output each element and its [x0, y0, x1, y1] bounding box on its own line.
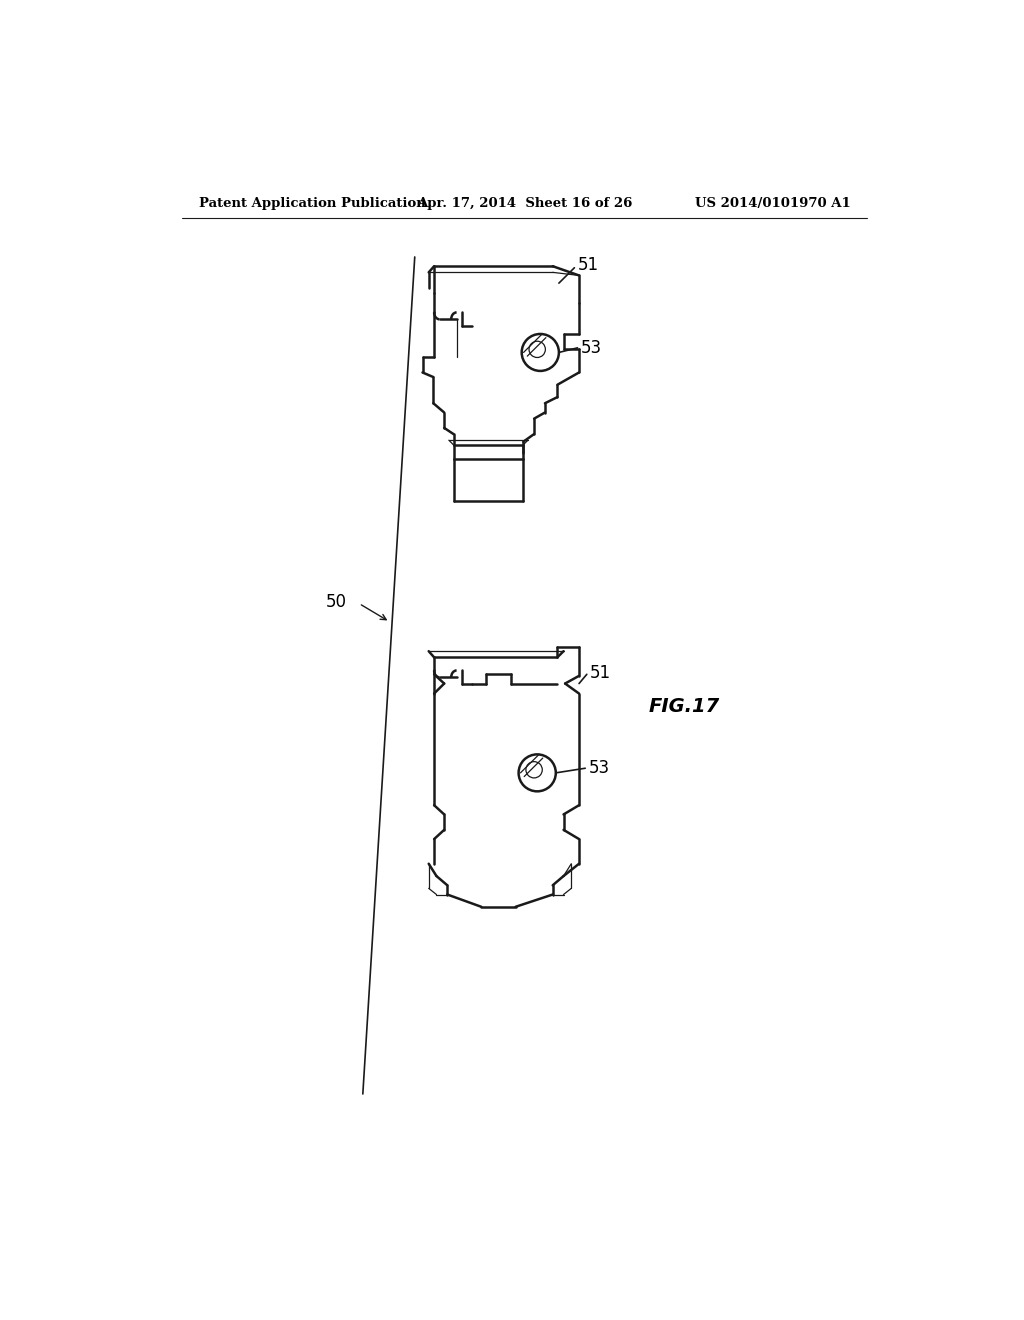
- Text: Patent Application Publication: Patent Application Publication: [200, 197, 426, 210]
- Text: 53: 53: [589, 759, 609, 777]
- Text: 51: 51: [578, 256, 599, 273]
- Text: US 2014/0101970 A1: US 2014/0101970 A1: [694, 197, 850, 210]
- Text: FIG.17: FIG.17: [649, 697, 720, 717]
- Text: Apr. 17, 2014  Sheet 16 of 26: Apr. 17, 2014 Sheet 16 of 26: [417, 197, 633, 210]
- Text: 53: 53: [581, 339, 602, 356]
- Text: 50: 50: [326, 593, 346, 611]
- Text: 51: 51: [590, 664, 611, 681]
